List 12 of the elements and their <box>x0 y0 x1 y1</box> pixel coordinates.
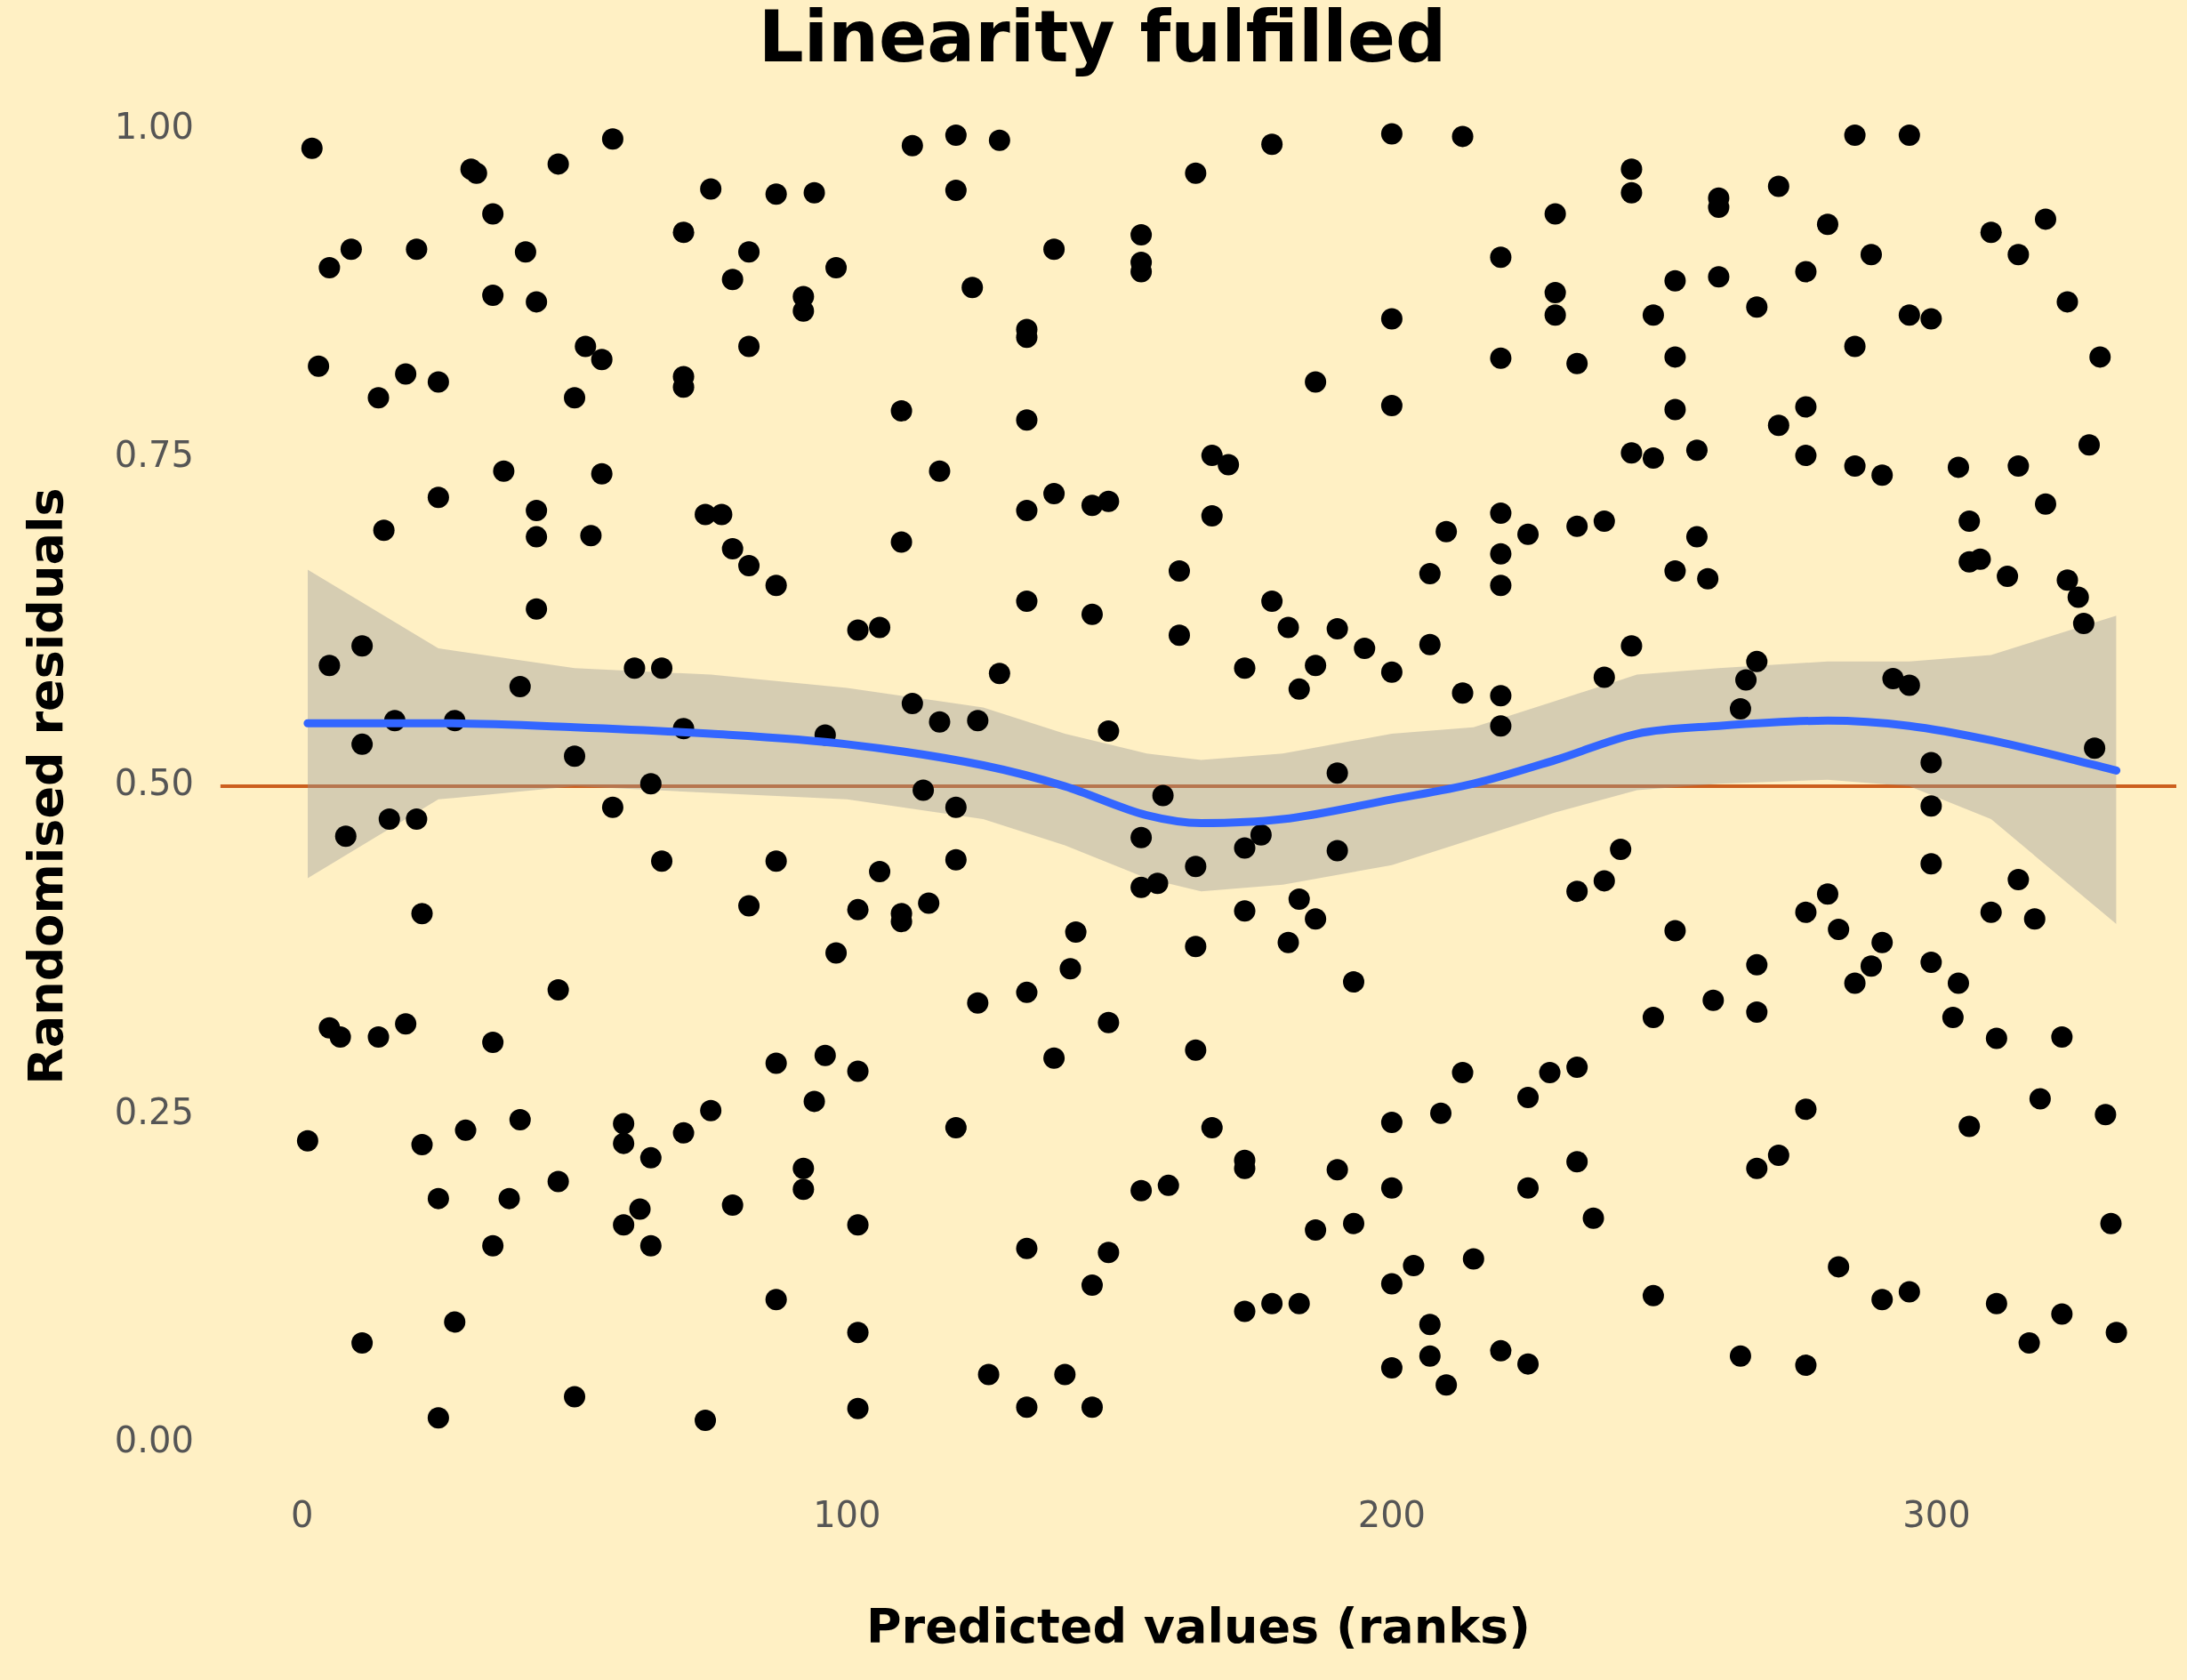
x-tick-label: 200 <box>1357 1493 1427 1535</box>
y-axis-title: Randomised residuals <box>18 487 75 1085</box>
y-tick-label: 1.00 <box>114 106 194 148</box>
x-axis-title: Predicted values (ranks) <box>865 1597 1531 1654</box>
x-tick-label: 300 <box>1902 1493 1971 1535</box>
x-tick-label: 100 <box>813 1493 881 1535</box>
y-tick-label: 0.25 <box>114 1090 194 1132</box>
chart-title: Linearity fulfilled <box>758 0 1447 78</box>
y-tick-label: 0.50 <box>114 762 194 804</box>
x-tick-label: 0 <box>291 1493 314 1535</box>
y-tick-label: 0.00 <box>114 1419 194 1460</box>
y-tick-label: 0.75 <box>114 434 194 476</box>
